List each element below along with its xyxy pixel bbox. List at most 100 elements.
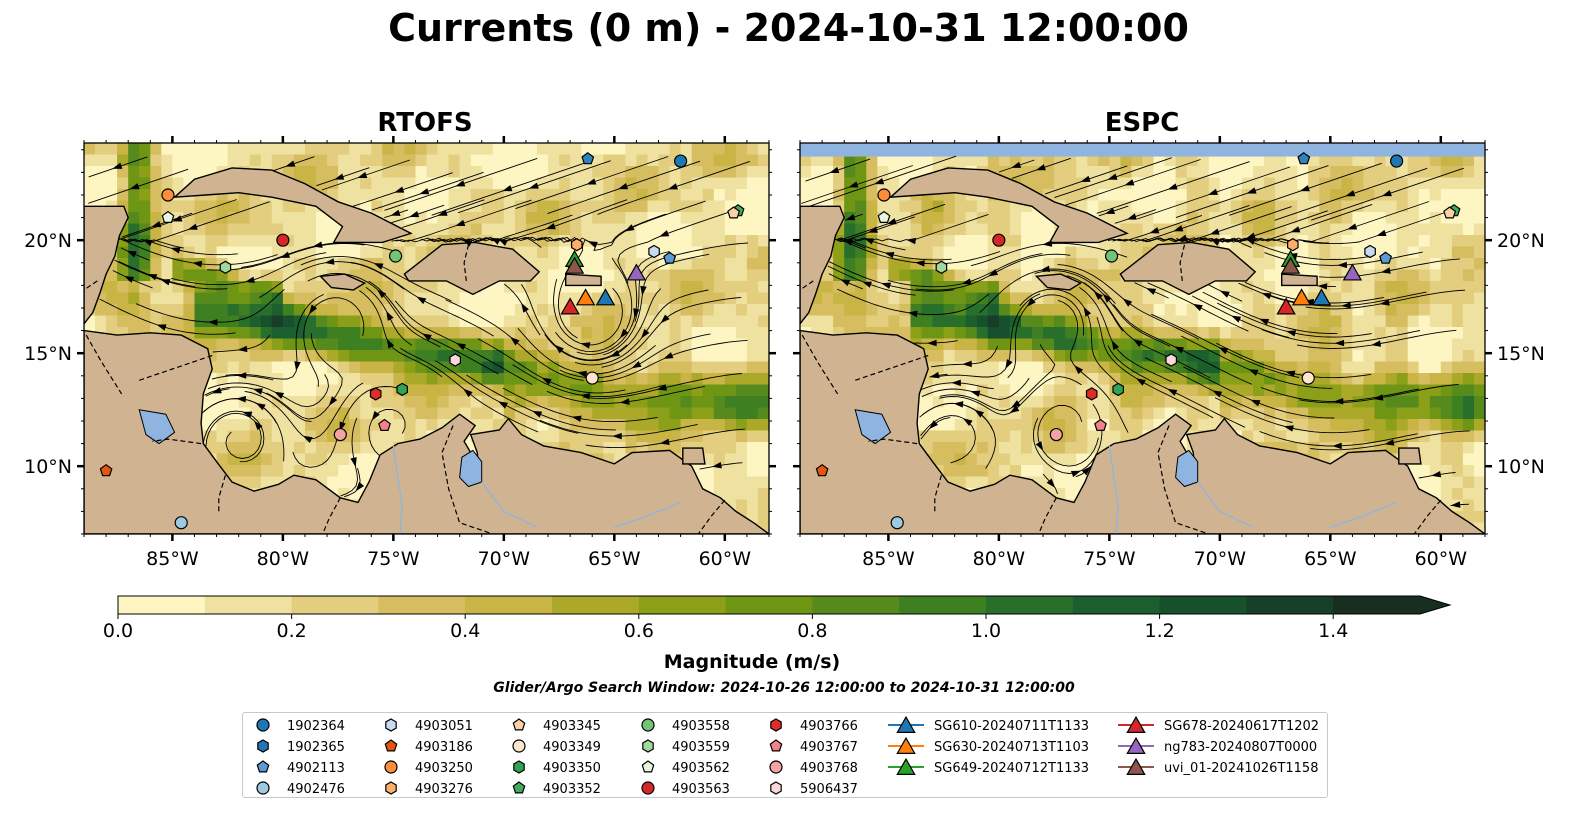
streamline-arrow	[1376, 229, 1387, 236]
argo-float-5906437	[449, 353, 461, 367]
y-tick-label: 20°N	[1497, 230, 1545, 252]
x-tick-label: 85°W	[146, 548, 199, 570]
streamline-arrow	[456, 342, 467, 351]
legend-entry: 4903345	[512, 718, 601, 734]
border-line	[801, 334, 839, 395]
map-espc[interactable]: 85°W 80°W 75°W 70°W 65°W 60°W 10°N 15°N 20°N	[793, 136, 1545, 570]
streamline-arrow	[498, 401, 508, 409]
colorbar-tick-label: 0.0	[103, 620, 133, 642]
argo-float-4903766	[369, 387, 382, 401]
streamline-arrow	[172, 215, 183, 222]
legend-entry: 4903766	[770, 718, 858, 734]
streamline-arrow	[274, 391, 285, 399]
streamline-arrow	[112, 162, 123, 169]
legend-entry: 4903051	[385, 718, 473, 734]
streamline-arrow	[1132, 339, 1143, 347]
legend-marker	[256, 718, 270, 732]
argo-float-4903559	[219, 260, 232, 274]
legend-label: 4903768	[800, 761, 858, 776]
streamline-arrow	[1384, 439, 1395, 446]
argo-float-5906437	[1165, 353, 1177, 367]
legend-marker	[513, 760, 525, 774]
legend-marker	[256, 760, 270, 773]
glider-uvi_01-20241026T1158	[1280, 256, 1301, 274]
legend-marker	[770, 718, 782, 732]
x-tick-label: 70°W	[1194, 548, 1247, 570]
land-polygon	[403, 241, 541, 296]
streamline-arrow	[845, 214, 856, 221]
streamline-arrow	[254, 420, 263, 431]
legend-label: 4903766	[800, 719, 858, 734]
streamline-arrow	[386, 310, 394, 321]
land-layer	[84, 167, 769, 534]
border-line	[463, 244, 470, 281]
streamline-arrow	[1341, 302, 1351, 309]
streamline-arrow	[1026, 297, 1036, 307]
legend-entries: 1902364 1902365 4902113 4902476 4903051 49031…	[256, 715, 1319, 797]
streamline-arrow	[421, 333, 432, 341]
streamline-arrow	[970, 390, 981, 397]
streamline-arrow	[619, 328, 629, 339]
streamline-arrow	[416, 296, 427, 305]
river-line	[1197, 481, 1254, 528]
river-line	[1330, 501, 1397, 528]
legend-entry: 1902364	[256, 718, 345, 734]
streamline-arrow	[129, 183, 140, 190]
legend-marker	[1126, 757, 1146, 775]
argo-float-4903346	[581, 152, 595, 165]
streamline-arrow	[170, 247, 181, 254]
argo-float-4903250	[161, 188, 175, 202]
border-line	[800, 280, 814, 291]
streamline-arrow	[242, 411, 253, 418]
x-axis: 85°W 80°W 75°W 70°W 65°W 60°W	[83, 136, 770, 570]
streamline-arrow	[324, 258, 335, 265]
legend-label: ng783-20240807T0000	[1164, 740, 1317, 755]
y-axis: 10°N 15°N 20°N	[24, 149, 776, 535]
legend-marker	[1126, 736, 1146, 754]
streamline-arrow	[962, 418, 973, 427]
legend-label: 4903350	[543, 761, 601, 776]
colorbar-extend-tip	[1420, 596, 1450, 614]
streamline-arrow	[521, 302, 529, 313]
streamline-arrow	[1102, 293, 1112, 303]
streamline-arrow	[580, 342, 591, 349]
map-rtofs[interactable]: 85°W 80°W 75°W 70°W 65°W 60°W 10°N 15°N 20°N	[24, 136, 776, 570]
streamline-arrow	[586, 178, 597, 185]
streamline-arrow	[126, 250, 137, 258]
colorbar-label: Magnitude (m/s)	[664, 651, 841, 673]
streamline-arrow	[510, 336, 520, 346]
streamline-arrow	[237, 345, 248, 353]
argo-float-4903345	[727, 206, 741, 219]
legend-entry: 4902476	[256, 781, 345, 797]
streamline-arrow	[308, 304, 318, 315]
legend-marker	[384, 739, 398, 752]
legend-label: 4903349	[543, 740, 601, 755]
land-polygon	[1119, 241, 1257, 296]
streamline-arrow	[1135, 378, 1146, 386]
land-polygon	[800, 205, 845, 325]
streamline-arrow	[1149, 227, 1160, 234]
legend-entry: SG630-20240713T1103	[888, 736, 1089, 755]
legend-entry: 4903352	[512, 781, 601, 797]
argo-float-4903766	[1085, 387, 1098, 401]
streamline-arrow	[502, 185, 513, 192]
legend-marker	[770, 781, 782, 795]
colorbar-tick-label: 0.4	[450, 620, 480, 642]
legend-entry: 4903350	[513, 760, 601, 776]
streamline-arrow	[840, 279, 851, 287]
x-tick-label: 75°W	[367, 548, 420, 570]
streamline-arrow	[1083, 306, 1092, 317]
map-layers	[84, 143, 769, 534]
streamline-arrow	[244, 276, 255, 283]
y-tick-label: 15°N	[24, 343, 72, 365]
argo-float-4903558	[388, 249, 403, 263]
legend-marker	[896, 757, 916, 775]
glider-SG610-20240711T1133	[595, 288, 616, 306]
land-polygon	[565, 273, 602, 287]
streamline-arrow	[1299, 185, 1310, 192]
colorbar-tick-label: 1.2	[1144, 620, 1174, 642]
streamline-arrow	[462, 239, 473, 247]
legend-label: 4903345	[543, 719, 601, 734]
x-tick-label: 60°W	[1415, 548, 1468, 570]
streamline-arrow	[624, 224, 635, 232]
